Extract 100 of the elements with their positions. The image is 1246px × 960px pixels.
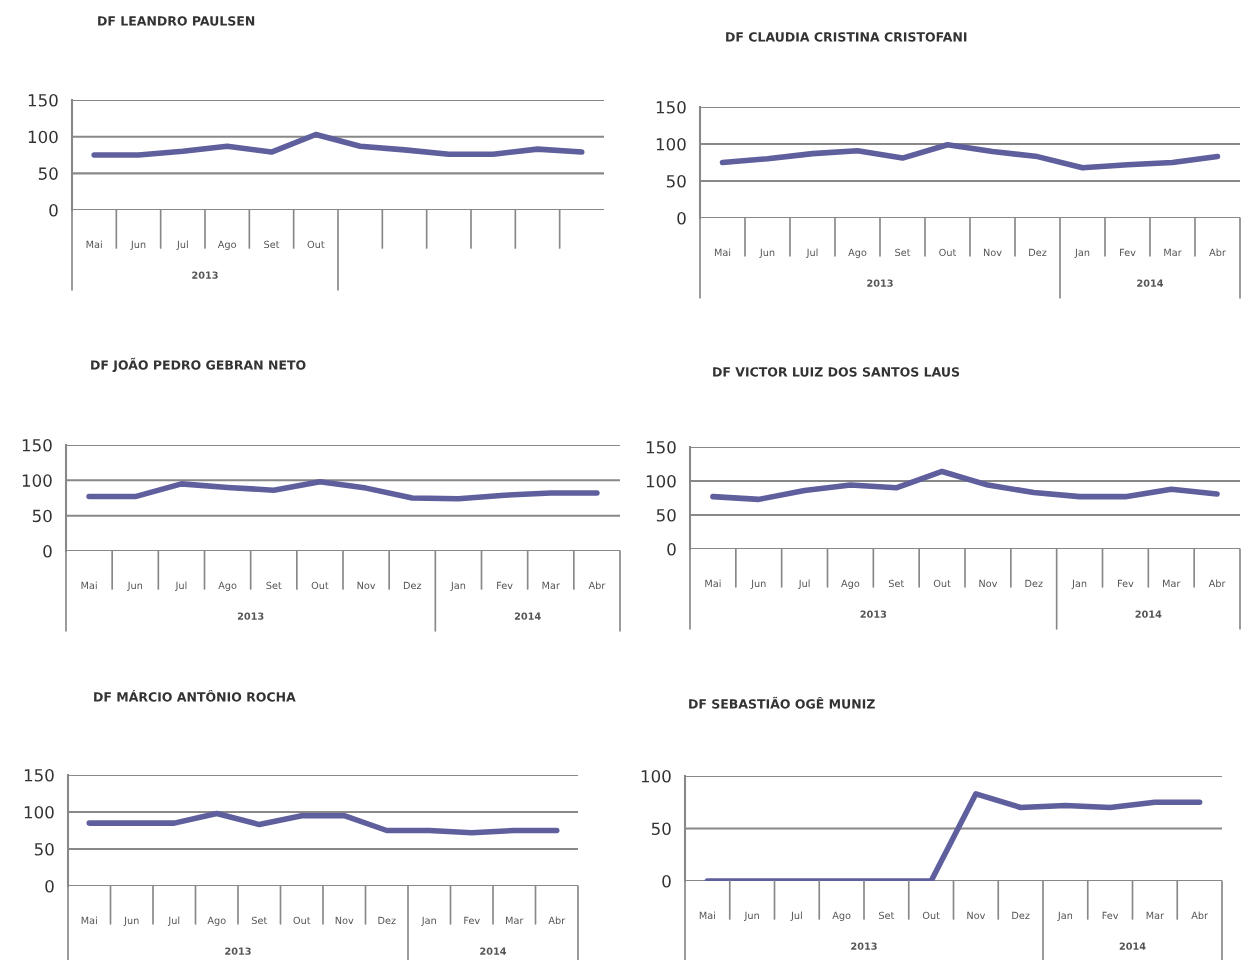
x-tick-label: Jun (127, 581, 143, 591)
x-tick-label: Ago (217, 240, 237, 250)
y-tick-label: 50 (38, 167, 58, 180)
x-tick-label: Dez (1012, 911, 1030, 920)
x-tick-label: Abr (1208, 579, 1226, 588)
chart-title: DF VICTOR LUIZ DOS SANTOS LAUS (713, 367, 960, 377)
x-tick-label: Mai (714, 248, 731, 257)
y-tick-label: 100 (646, 474, 676, 488)
text: 2014 (1137, 279, 1164, 287)
x-tick-label: Out (939, 248, 957, 257)
chart-title: DF SEBASTIÃO OGÊ MUNIZ (689, 696, 875, 709)
y-tick-label: 100 (24, 805, 54, 819)
x-tick-label: Jul (798, 579, 810, 589)
x-tick-label: Dez (403, 581, 422, 590)
x-tick-label: Abr (548, 916, 566, 925)
x-tick-label: Mai (81, 581, 97, 590)
x-tick-label: Jul (790, 911, 802, 921)
chart-title: DF JOÃO PEDRO GEBRAN NETO (91, 357, 306, 372)
x-tick-label: Set (895, 248, 911, 257)
x-tick-label: Jul (806, 248, 818, 258)
x-tick-label: Jul (175, 581, 187, 591)
x-tick-label: Out (293, 916, 311, 925)
x-tick-label: Jul (167, 916, 180, 926)
x-tick-label: Mar (506, 916, 524, 925)
y-tick-label: 100 (22, 474, 52, 487)
chart-title: DF MÁRCIO ANTÔNIO ROCHA (94, 689, 296, 702)
y-tick-label: 50 (651, 822, 671, 836)
x-tick-label: Fev (1102, 911, 1119, 920)
x-tick-label: Dez (1029, 248, 1047, 257)
y-tick-label: 100 (656, 137, 686, 151)
x-tick-label: Nov (979, 579, 998, 588)
x-tick-label: Jun (130, 240, 146, 250)
x-tick-label: Jan (1074, 248, 1090, 258)
x-tick-label: Mai (705, 579, 721, 588)
x-tick-label: Set (266, 581, 282, 590)
x-tick-label: Out (307, 240, 325, 249)
x-tick-label: Fev (497, 581, 513, 590)
x-tick-label: Mar (1164, 248, 1182, 257)
chart-title: DF CLAUDIA CRISTINA CRISTOFANI (726, 32, 967, 42)
x-tick-label: Jun (759, 248, 775, 258)
y-tick-label: 150 (22, 438, 52, 452)
x-tick-label: Ago (218, 581, 237, 591)
y-tick-label: 50 (32, 509, 52, 523)
text: 2013 (867, 279, 893, 287)
y-tick-label: 0 (677, 211, 686, 225)
x-tick-label: Fev (464, 916, 480, 925)
y-tick-label: 0 (662, 874, 671, 888)
y-tick-label: 150 (28, 93, 58, 107)
text: 2013 (225, 947, 251, 955)
y-tick-label: 100 (641, 769, 671, 783)
x-tick-label: Out (933, 579, 951, 588)
text: 2013 (192, 271, 218, 279)
x-tick-label: Mar (542, 581, 560, 590)
x-tick-label: Jan (1071, 579, 1087, 589)
x-tick-label: Mai (86, 240, 102, 249)
x-tick-label: Mar (1146, 911, 1165, 920)
x-tick-label: Nov (983, 248, 1002, 257)
chart-title: DF LEANDRO PAULSEN (98, 16, 255, 26)
text: 2014 (514, 612, 541, 620)
y-tick-label: 100 (28, 130, 58, 144)
x-tick-label: Mar (1163, 579, 1181, 588)
x-tick-label: Set (264, 240, 280, 249)
x-tick-label: Dez (1025, 579, 1043, 588)
x-tick-label: Set (888, 579, 904, 588)
x-tick-label: Ago (207, 916, 226, 926)
y-tick-label: 150 (656, 100, 686, 114)
y-tick-label: 50 (666, 174, 686, 188)
x-tick-label: Jan (450, 581, 466, 591)
x-tick-label: Mai (81, 916, 97, 925)
x-tick-label: Set (879, 911, 895, 920)
x-tick-label: Out (311, 581, 329, 590)
y-tick-label: 150 (24, 768, 54, 782)
x-tick-label: Abr (588, 581, 606, 590)
x-tick-label: Jun (750, 579, 766, 589)
y-tick-label: 0 (43, 544, 52, 558)
y-tick-label: 50 (34, 842, 54, 856)
text: 2013 (860, 610, 887, 618)
text: 2014 (1135, 610, 1162, 618)
y-tick-label: 0 (49, 203, 58, 217)
x-tick-label: Jul (176, 240, 188, 250)
x-tick-label: Nov (357, 581, 376, 590)
y-tick-label: 150 (646, 440, 676, 454)
x-tick-label: Abr (1191, 911, 1209, 920)
x-tick-label: Fev (1120, 248, 1136, 257)
x-tick-label: Nov (335, 916, 354, 925)
text: 2014 (1119, 942, 1146, 950)
x-tick-label: Jan (421, 916, 436, 926)
x-tick-label: Jan (1057, 911, 1073, 921)
x-tick-label: Ago (841, 579, 860, 589)
x-tick-label: Ago (832, 911, 851, 921)
x-tick-label: Mai (699, 911, 715, 920)
x-tick-label: Ago (848, 248, 867, 258)
text: 2013 (851, 942, 877, 950)
x-tick-label: Jun (123, 916, 139, 926)
text: 2014 (480, 947, 507, 955)
y-tick-label: 0 (667, 542, 676, 556)
x-tick-label: Abr (1209, 248, 1226, 257)
x-tick-label: Nov (967, 911, 986, 920)
x-tick-label: Set (251, 916, 267, 925)
text: 2013 (237, 612, 264, 620)
